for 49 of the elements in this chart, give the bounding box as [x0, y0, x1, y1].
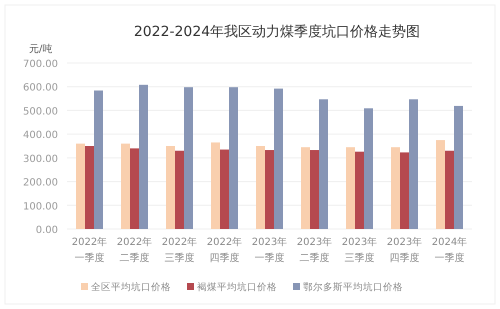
x-tick-label: 2024年一季度 [432, 236, 468, 264]
bar [85, 146, 94, 229]
legend-label: 全区平均坑口价格 [91, 281, 171, 293]
legend-label: 鄂尔多斯平均坑口价格 [303, 281, 403, 293]
bar [121, 144, 130, 229]
y-axis-title: 元/吨 [29, 43, 52, 55]
y-tick-label: 500.00 [23, 106, 58, 118]
bar [445, 150, 454, 229]
bar [301, 147, 310, 229]
y-tick-label: 200.00 [23, 178, 58, 189]
bar [139, 84, 148, 229]
chart-title: 2022-2024年我区动力煤季度坑口价格走势图 [134, 24, 420, 40]
legend-label: 褐煤平均坑口价格 [197, 281, 277, 293]
bar [274, 88, 283, 229]
bar [175, 150, 184, 229]
bar [184, 87, 193, 229]
bar [355, 152, 364, 229]
bar [76, 144, 85, 229]
bar [166, 146, 175, 229]
y-tick-label: 600.00 [23, 82, 58, 94]
x-tick-label: 2022年二季度 [116, 236, 152, 264]
bar [436, 140, 445, 229]
x-tick-label: 2023年二季度 [296, 236, 332, 264]
x-tick-label: 2023年三季度 [342, 236, 378, 264]
bar [229, 87, 238, 229]
y-tick-label: 400.00 [23, 130, 58, 142]
bar [265, 150, 274, 229]
bar [220, 150, 229, 229]
bar [454, 106, 463, 229]
x-tick-label: 2022年三季度 [162, 236, 198, 264]
y-tick-label: 700.00 [23, 59, 58, 70]
bar [391, 147, 400, 229]
bar [130, 148, 139, 229]
bar [400, 152, 409, 229]
x-tick-label: 2022年四季度 [206, 236, 242, 264]
bar [94, 90, 103, 229]
bar [211, 142, 220, 229]
x-tick-label: 2023年一季度 [252, 236, 288, 264]
bar [409, 99, 418, 229]
y-tick-label: 300.00 [23, 154, 58, 165]
bar [364, 108, 373, 229]
bar [310, 150, 319, 229]
y-tick-label: 0.00 [36, 225, 58, 236]
bar [346, 147, 355, 229]
bar [319, 99, 328, 229]
y-tick-label: 100.00 [23, 201, 58, 212]
x-tick-label: 2023年四季度 [386, 236, 422, 264]
bar [256, 146, 265, 229]
x-tick-label: 2022年一季度 [72, 236, 108, 264]
